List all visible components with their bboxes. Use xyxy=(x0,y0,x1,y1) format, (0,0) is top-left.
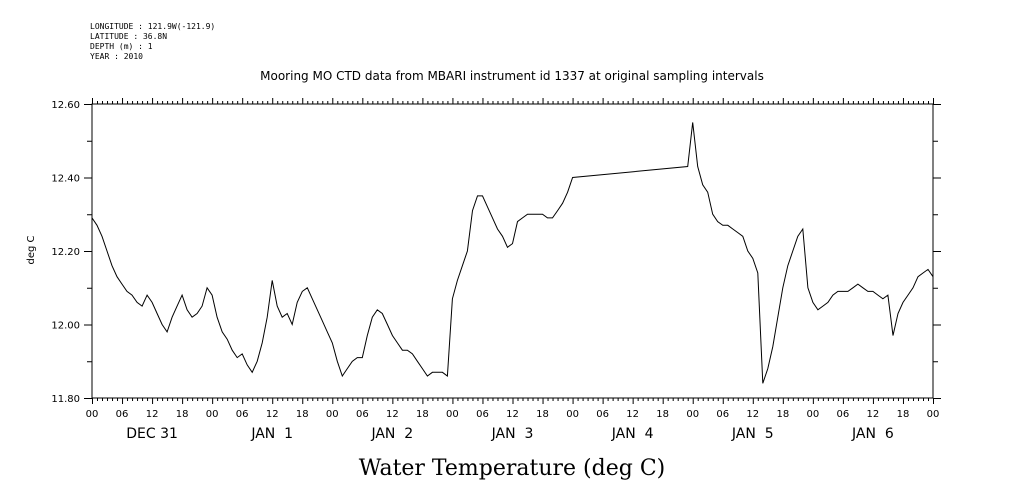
x-tick-label: 18 xyxy=(776,409,789,420)
x-tick-label: 12 xyxy=(746,409,759,420)
x-tick-label: 12 xyxy=(266,409,279,420)
x-tick-label: 06 xyxy=(116,409,129,420)
year-label: YEAR : 2010 xyxy=(90,52,143,61)
y-tick-label: 12.20 xyxy=(51,247,80,258)
x-tick-label: 18 xyxy=(176,409,189,420)
day-label: JAN 2 xyxy=(370,426,413,442)
x-tick-label: 06 xyxy=(356,409,369,420)
x-tick-label: 00 xyxy=(927,409,940,420)
day-label: JAN 1 xyxy=(250,426,293,442)
x-tick-label: 18 xyxy=(536,409,549,420)
x-tick-label: 06 xyxy=(596,409,609,420)
temperature-series-line xyxy=(91,122,934,384)
day-label: JAN 5 xyxy=(731,426,774,442)
longitude-label: LONGITUDE : 121.9W(-121.9) xyxy=(90,22,216,31)
y-axis-label: deg C xyxy=(26,235,37,264)
day-label: JAN 6 xyxy=(851,426,894,442)
y-tick-labels: 11.80 12.00 12.20 12.40 12.60 xyxy=(51,100,80,405)
x-tick-label: 00 xyxy=(686,409,699,420)
day-labels: DEC 31 JAN 1 JAN 2 JAN 3 JAN 4 JAN 5 JAN 6 xyxy=(126,426,894,442)
x-tick-label: 06 xyxy=(837,409,850,420)
x-tick-label: 00 xyxy=(806,409,819,420)
plot-frame xyxy=(91,103,934,399)
x-tick-label: 18 xyxy=(656,409,669,420)
y-tick-label: 12.40 xyxy=(51,174,80,185)
depth-label: DEPTH (m) : 1 xyxy=(90,42,153,51)
latitude-label: LATITUDE : 36.8N xyxy=(90,32,168,41)
x-tick-label: 12 xyxy=(146,409,159,420)
y-tick-label: 12.60 xyxy=(51,100,80,111)
x-tick-label: 12 xyxy=(386,409,399,420)
x-tick-label: 18 xyxy=(296,409,309,420)
x-tick-label: 18 xyxy=(416,409,429,420)
y-tick-label: 11.80 xyxy=(51,394,80,405)
day-label: DEC 31 xyxy=(126,426,178,442)
x-tick-label: 00 xyxy=(446,409,459,420)
x-axis-title: Water Temperature (deg C) xyxy=(359,456,666,481)
x-tick-label: 18 xyxy=(897,409,910,420)
x-tick-labels: 00 06 12 18 00 06 12 18 00 06 12 18 00 06 12 18 00 06 12 18… xyxy=(86,409,940,420)
x-tick-label: 00 xyxy=(566,409,579,420)
x-tick-label: 00 xyxy=(326,409,339,420)
metadata-block: LONGITUDE : 121.9W(-121.9) LATITUDE : 36… xyxy=(90,22,215,62)
x-tick-label: 06 xyxy=(476,409,489,420)
x-tick-label: 00 xyxy=(206,409,219,420)
x-tick-label: 12 xyxy=(626,409,639,420)
day-label: JAN 4 xyxy=(611,426,654,442)
y-tick-label: 12.00 xyxy=(51,321,80,332)
axis-ticks xyxy=(84,98,941,404)
x-tick-label: 06 xyxy=(716,409,729,420)
x-tick-label: 00 xyxy=(86,409,99,420)
chart-title: Mooring MO CTD data from MBARI instrumen… xyxy=(260,69,764,83)
x-tick-label: 12 xyxy=(867,409,880,420)
x-tick-label: 06 xyxy=(236,409,249,420)
x-tick-label: 12 xyxy=(506,409,519,420)
day-label: JAN 3 xyxy=(491,426,534,442)
